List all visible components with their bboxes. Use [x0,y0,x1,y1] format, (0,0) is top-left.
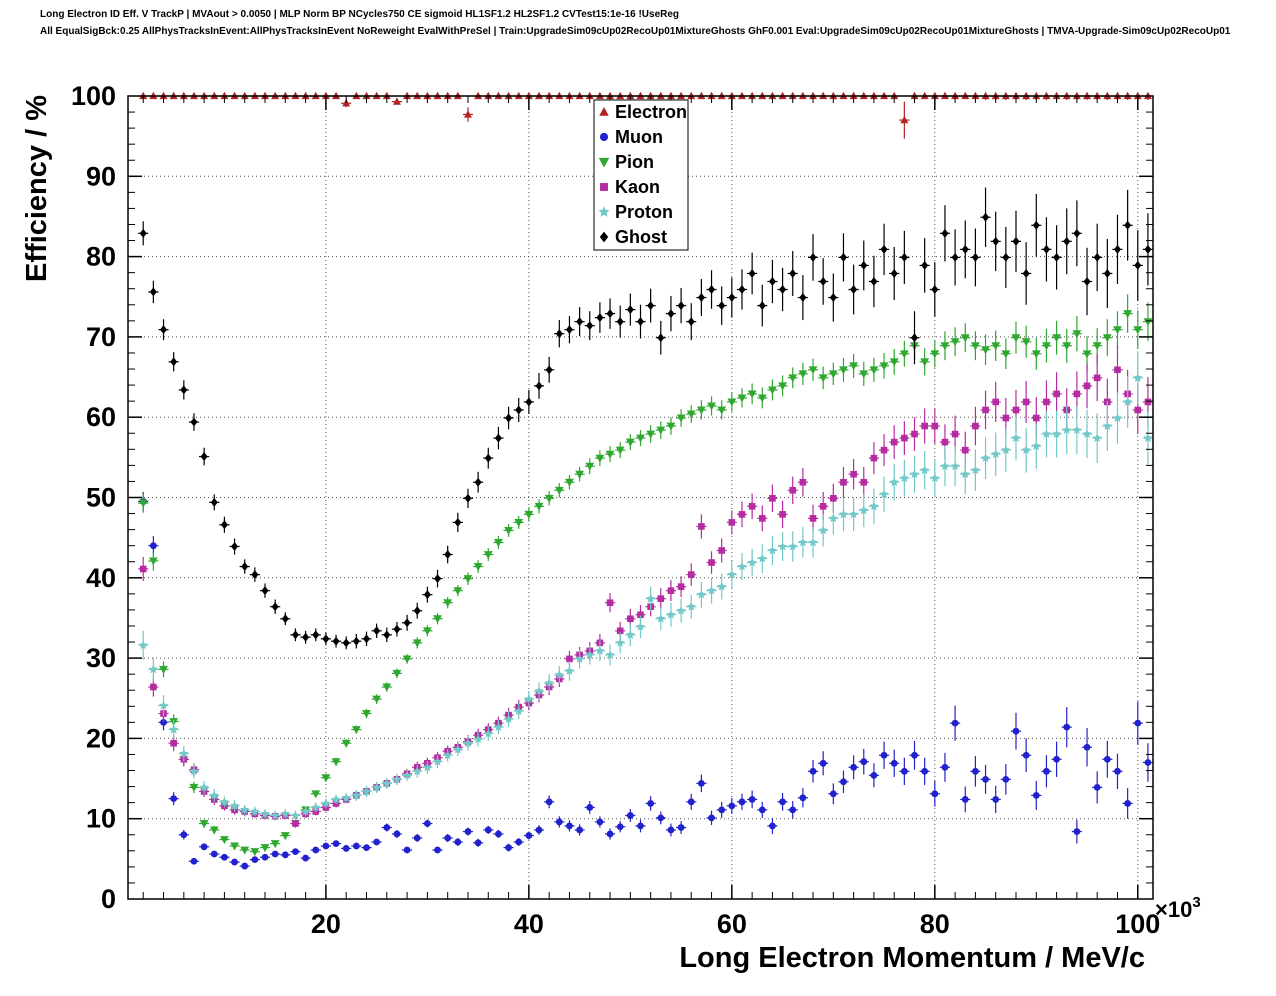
x-axis-title: Long Electron Momentum / MeV/c [679,942,1145,974]
x-tick-label: 20 [311,909,341,939]
legend-label: Electron [615,102,687,122]
y-tick-label: 10 [86,804,116,834]
legend-label: Kaon [615,177,660,197]
legend-item-pion: Pion [598,152,654,172]
plot-header-line-1: Long Electron ID Eff. V TrackP | MVAout … [40,9,680,20]
y-tick-label: 50 [86,483,116,513]
legend-label: Muon [615,127,663,147]
legend-label: Proton [615,202,673,222]
y-tick-label: 70 [86,322,116,352]
x-tick-label: 40 [514,909,544,939]
series-kaon [138,345,1153,828]
plot-header-line-2: All EqualSigBck:0.25 AllPhysTracksInEven… [40,26,1231,37]
x-axis-exponent: ×103 [1155,894,1201,922]
series-proton [138,351,1153,821]
legend-item-kaon: Kaon [600,177,660,197]
series-pion [138,294,1153,857]
y-tick-label: 0 [101,884,116,914]
legend-label: Pion [615,152,654,172]
x-tick-label: 80 [920,909,950,939]
y-tick-label: 40 [86,563,116,593]
series-muon [138,491,1153,870]
x-tick-label: 60 [717,909,747,939]
legend-item-proton: Proton [598,202,673,222]
legend-item-electron: Electron [599,102,687,122]
legend-label: Ghost [615,227,667,247]
legend-item-muon: Muon [599,127,663,147]
y-tick-label: 20 [86,723,116,753]
y-axis-title: Efficiency / % [21,95,53,282]
y-tick-label: 30 [86,643,116,673]
y-tick-label: 100 [71,81,116,111]
series-ghost [138,187,1153,650]
legend-item-ghost: Ghost [599,227,667,247]
y-tick-label: 60 [86,402,116,432]
legend: Electron Muon Pion Kaon Proton Ghost [593,99,689,251]
legend-box [593,99,689,251]
x-tick-label: 100 [1115,909,1160,939]
y-tick-label: 80 [86,242,116,272]
y-tick-label: 90 [86,161,116,191]
